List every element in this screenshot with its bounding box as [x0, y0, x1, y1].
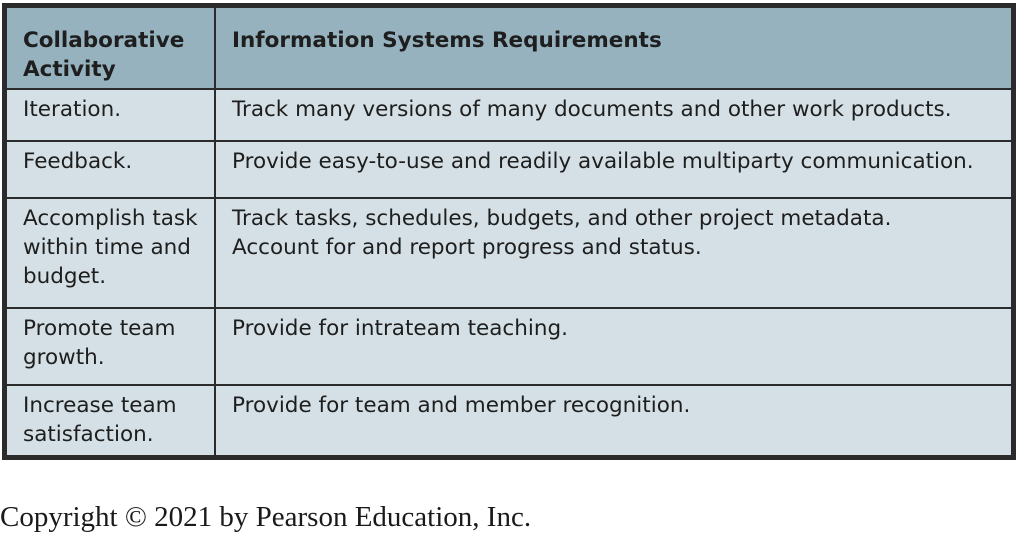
table-row: Accomplish task within time and budget. …: [5, 197, 1013, 309]
table-row: Promote team growth. Provide for intrate…: [5, 307, 1013, 386]
table-header-row: Collaborative Activity Information Syste…: [5, 6, 1013, 90]
activity-cell: Promote team growth.: [5, 307, 216, 386]
requirements-cell: Provide easy-to-use and readily availabl…: [214, 140, 1013, 199]
activity-cell: Feedback.: [5, 140, 216, 199]
requirement-line: Track tasks, schedules, budgets, and oth…: [232, 206, 892, 231]
copyright-notice: Copyright © 2021 by Pearson Education, I…: [0, 501, 532, 533]
header-information-systems-requirements: Information Systems Requirements: [214, 6, 1013, 90]
activity-cell: Increase team satisfaction.: [5, 384, 216, 457]
requirement-line: Provide for intrateam teaching.: [232, 316, 568, 341]
header-collaborative-activity: Collaborative Activity: [5, 6, 216, 90]
requirement-line: Account for and report progress and stat…: [232, 235, 702, 260]
table-row: Iteration. Track many versions of many d…: [5, 88, 1013, 142]
requirements-cell: Provide for team and member recognition.: [214, 384, 1013, 457]
collaboration-requirements-table: Collaborative Activity Information Syste…: [5, 6, 1013, 457]
requirement-line: Provide for team and member recognition.: [232, 393, 691, 418]
requirements-table-frame: Collaborative Activity Information Syste…: [2, 3, 1016, 460]
table-row: Feedback. Provide easy-to-use and readil…: [5, 140, 1013, 199]
activity-cell: Iteration.: [5, 88, 216, 142]
activity-cell: Accomplish task within time and budget.: [5, 197, 216, 309]
requirements-cell: Track tasks, schedules, budgets, and oth…: [214, 197, 1013, 309]
requirement-line: Provide easy-to-use and readily availabl…: [232, 149, 974, 174]
requirement-line: Track many versions of many documents an…: [232, 97, 952, 122]
table-row: Increase team satisfaction. Provide for …: [5, 384, 1013, 457]
requirements-cell: Provide for intrateam teaching.: [214, 307, 1013, 386]
requirements-cell: Track many versions of many documents an…: [214, 88, 1013, 142]
